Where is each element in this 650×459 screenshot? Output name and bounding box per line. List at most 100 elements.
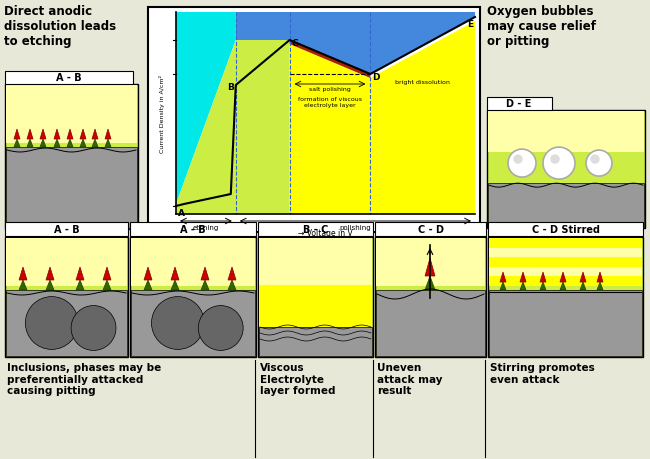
Polygon shape: [540, 272, 546, 282]
Bar: [259, 239, 372, 286]
Polygon shape: [14, 140, 20, 148]
Polygon shape: [597, 282, 603, 291]
Polygon shape: [103, 268, 111, 280]
Polygon shape: [92, 130, 98, 140]
Bar: [258, 223, 373, 236]
Polygon shape: [580, 282, 586, 291]
Polygon shape: [201, 268, 209, 280]
Polygon shape: [500, 282, 506, 291]
Bar: [259, 327, 372, 356]
Bar: [489, 248, 642, 257]
Bar: [130, 237, 256, 357]
Circle shape: [151, 297, 204, 350]
Circle shape: [25, 297, 78, 350]
Text: Viscous
Electrolyte
layer formed: Viscous Electrolyte layer formed: [260, 362, 335, 395]
Polygon shape: [27, 130, 33, 140]
Circle shape: [71, 306, 116, 351]
Bar: [5, 237, 128, 357]
Polygon shape: [80, 130, 86, 140]
Polygon shape: [236, 13, 475, 75]
Polygon shape: [580, 272, 586, 282]
Circle shape: [551, 156, 559, 164]
Polygon shape: [27, 140, 33, 148]
Text: A - B: A - B: [180, 224, 206, 235]
Bar: [131, 239, 255, 286]
Polygon shape: [176, 13, 236, 205]
Text: Direct anodic
dissolution leads
to etching: Direct anodic dissolution leads to etchi…: [4, 5, 116, 48]
Polygon shape: [500, 272, 506, 282]
Polygon shape: [597, 272, 603, 282]
Text: D - E: D - E: [506, 99, 532, 109]
Text: C - D Stirred: C - D Stirred: [532, 224, 599, 235]
Text: D: D: [372, 73, 380, 82]
Polygon shape: [46, 280, 54, 291]
Text: B - C: B - C: [303, 224, 328, 235]
Polygon shape: [80, 140, 86, 148]
Bar: [489, 239, 642, 248]
Polygon shape: [290, 45, 370, 214]
Polygon shape: [105, 130, 111, 140]
Bar: [6, 291, 127, 356]
Circle shape: [591, 156, 599, 164]
Polygon shape: [201, 280, 209, 291]
Polygon shape: [46, 268, 54, 280]
Bar: [259, 285, 372, 327]
Polygon shape: [103, 280, 111, 291]
Text: Oxygen bubbles
may cause relief
or pitting: Oxygen bubbles may cause relief or pitti…: [487, 5, 596, 48]
Text: bright dissolution: bright dissolution: [395, 80, 450, 85]
Bar: [488, 112, 644, 153]
Polygon shape: [40, 140, 46, 148]
Text: A - B: A - B: [54, 224, 79, 235]
Bar: [488, 184, 644, 227]
Polygon shape: [425, 258, 435, 276]
Polygon shape: [54, 140, 60, 148]
Bar: [488, 223, 643, 236]
Polygon shape: [67, 140, 73, 148]
Text: salt polishing: salt polishing: [309, 87, 351, 92]
Bar: [375, 237, 486, 357]
Bar: [5, 85, 138, 230]
Text: formation of viscous
electrolyte layer: formation of viscous electrolyte layer: [298, 97, 362, 107]
Bar: [487, 111, 645, 229]
Bar: [489, 239, 642, 286]
Text: E: E: [467, 20, 473, 29]
Polygon shape: [520, 282, 526, 291]
Polygon shape: [290, 41, 370, 79]
Text: → Voltage in V: → Voltage in V: [298, 229, 353, 237]
Bar: [5, 223, 128, 236]
Polygon shape: [228, 280, 236, 291]
Polygon shape: [76, 268, 84, 280]
Bar: [130, 223, 256, 236]
Polygon shape: [76, 280, 84, 291]
Text: polishing: polishing: [339, 224, 371, 230]
Text: Current Density in A/cm²: Current Density in A/cm²: [159, 75, 165, 153]
Polygon shape: [54, 130, 60, 140]
Polygon shape: [228, 268, 236, 280]
Circle shape: [198, 306, 243, 351]
Bar: [375, 223, 486, 236]
Polygon shape: [171, 280, 179, 291]
Polygon shape: [560, 282, 566, 291]
Bar: [148, 8, 480, 233]
Polygon shape: [67, 130, 73, 140]
Bar: [489, 267, 642, 277]
Polygon shape: [14, 130, 20, 140]
Bar: [488, 237, 643, 357]
Text: A - B: A - B: [56, 73, 82, 83]
Polygon shape: [171, 268, 179, 280]
Circle shape: [586, 151, 612, 177]
Text: A: A: [178, 208, 185, 218]
Bar: [376, 291, 485, 356]
Polygon shape: [560, 272, 566, 282]
Text: etching: etching: [193, 224, 219, 230]
Polygon shape: [370, 22, 475, 214]
Circle shape: [508, 150, 536, 178]
Polygon shape: [425, 276, 435, 291]
Bar: [131, 291, 255, 356]
Polygon shape: [144, 280, 152, 291]
Circle shape: [543, 148, 575, 180]
Circle shape: [514, 156, 522, 164]
Text: B: B: [227, 83, 234, 92]
Polygon shape: [105, 140, 111, 148]
Text: Stirring promotes
even attack: Stirring promotes even attack: [490, 362, 595, 384]
